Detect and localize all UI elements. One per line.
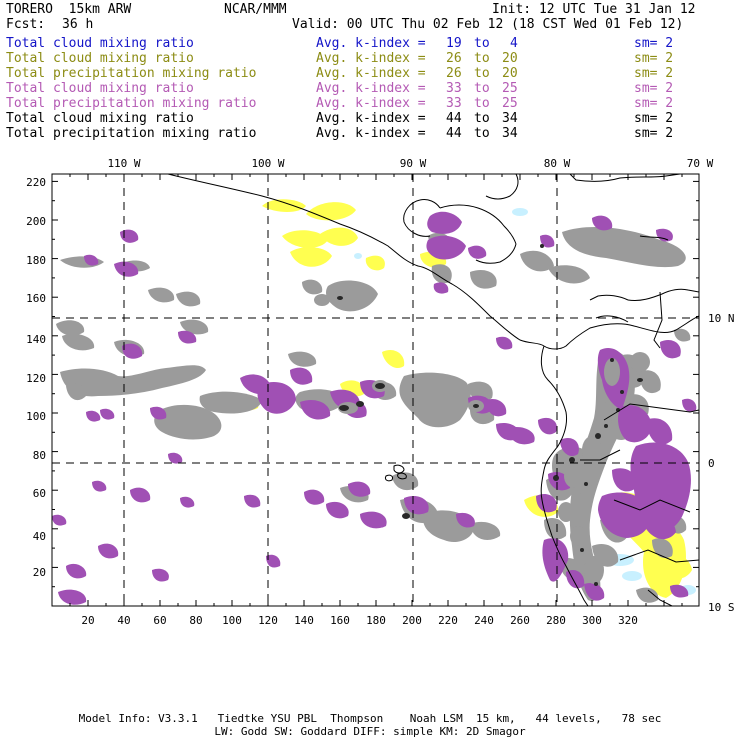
legend-from: 19 (446, 36, 462, 51)
legend-name: Total precipitation mixing ratio (6, 126, 257, 141)
y-tick-label: 20 (33, 566, 46, 579)
x-tick-labels: 20 40 60 80 100 120 140 160 180 200 220 … (81, 614, 638, 627)
longitude-labels: 110 W 100 W 90 W 80 W 70 W (107, 157, 713, 170)
model-info-line: Model Info: V3.3.1 Tiedtke YSU PBL Thomp… (78, 712, 662, 725)
x-tick-label: 200 (402, 614, 422, 627)
y-tick-label: 220 (26, 176, 46, 189)
legend-name: Total cloud mixing ratio (6, 36, 194, 51)
legend-name: Total precipitation mixing ratio (6, 96, 257, 111)
x-tick-label: 80 (189, 614, 202, 627)
lat-label: 10 S (708, 601, 735, 614)
y-tick-label: 200 (26, 215, 46, 228)
legend-to: 34 (502, 126, 518, 141)
lon-label: 90 W (400, 157, 427, 170)
legend-name: Total cloud mixing ratio (6, 51, 194, 66)
lat-label: 10 N (708, 312, 735, 325)
legend-to-word: to (474, 36, 490, 51)
legend-name: Total cloud mixing ratio (6, 111, 194, 126)
legend-index-label: Avg. k-index = (316, 51, 426, 66)
x-tick-label: 260 (510, 614, 530, 627)
lon-label: 70 W (687, 157, 714, 170)
y-tick-label: 160 (26, 292, 46, 305)
legend-to-word: to (474, 111, 490, 126)
y-tick-label: 60 (33, 487, 46, 500)
lon-label: 110 W (107, 157, 140, 170)
y-tick-label: 40 (33, 530, 46, 543)
x-tick-label: 280 (546, 614, 566, 627)
y-tick-label: 120 (26, 372, 46, 385)
lat-label: 0 (708, 457, 715, 470)
x-tick-label: 320 (618, 614, 638, 627)
legend-index-label: Avg. k-index = (316, 96, 426, 111)
x-tick-label: 100 (222, 614, 242, 627)
legend-index-label: Avg. k-index = (316, 126, 426, 141)
legend-index-label: Avg. k-index = (316, 81, 426, 96)
legend-to: 25 (502, 96, 518, 111)
legend-smoothing: sm= 2 (634, 81, 674, 96)
valid-time: Valid: 00 UTC Thu 02 Feb 12 (18 CST Wed … (292, 17, 684, 32)
legend-to: 20 (502, 66, 518, 81)
legend-index-label: Avg. k-index = (316, 111, 426, 126)
y-tick-label: 100 (26, 410, 46, 423)
legend-smoothing: sm= 2 (634, 96, 674, 111)
legend-smoothing: sm= 2 (634, 111, 674, 126)
legend-name: Total cloud mixing ratio (6, 81, 194, 96)
x-tick-label: 160 (330, 614, 350, 627)
legend-smoothing: sm= 2 (634, 126, 674, 141)
legend-to-word: to (474, 96, 490, 111)
legend-to-word: to (474, 126, 490, 141)
legend-smoothing: sm= 2 (634, 51, 674, 66)
x-tick-label: 240 (474, 614, 494, 627)
lon-label: 100 W (251, 157, 284, 170)
forecast-hours: 36 h (62, 17, 94, 32)
field-layer (52, 174, 699, 606)
legend-to: 25 (502, 81, 518, 96)
y-tick-label: 80 (33, 449, 46, 462)
x-tick-label: 20 (81, 614, 94, 627)
organization: NCAR/MMM (224, 2, 287, 17)
dark-core-areas (337, 244, 643, 586)
purple-precip-areas (52, 211, 697, 605)
latitude-labels: 10 N 0 10 S (708, 312, 735, 614)
y-tick-labels: 20 40 60 80 100 120 140 160 180 200 220 (26, 176, 46, 579)
x-tick-label: 180 (366, 614, 386, 627)
lat-lon-grid (52, 174, 699, 606)
init-time: Init: 12 UTC Tue 31 Jan 12 (492, 2, 696, 17)
forecast-label: Fcst: (6, 17, 46, 32)
lon-label: 80 W (544, 157, 571, 170)
x-tick-marks (69, 174, 683, 606)
legend-to: 34 (502, 111, 518, 126)
y-tick-marks (52, 180, 699, 588)
legend-to: 4 (510, 36, 518, 51)
legend-from: 33 (446, 96, 462, 111)
model-name: TORERO 15km ARW (6, 2, 132, 17)
legend-index-label: Avg. k-index = (316, 36, 426, 51)
legend-index-label: Avg. k-index = (316, 66, 426, 81)
legend-to-word: to (474, 66, 490, 81)
legend-to-word: to (474, 51, 490, 66)
legend-to-word: to (474, 81, 490, 96)
y-tick-label: 140 (26, 333, 46, 346)
coastlines (167, 174, 699, 606)
gray-core-areas (314, 294, 650, 584)
x-tick-label: 40 (117, 614, 130, 627)
legend-smoothing: sm= 2 (634, 66, 674, 81)
legend-from: 26 (446, 51, 462, 66)
legend-from: 26 (446, 66, 462, 81)
legend-to: 20 (502, 51, 518, 66)
legend-smoothing: sm= 2 (634, 36, 674, 51)
x-tick-label: 300 (582, 614, 602, 627)
x-tick-label: 120 (258, 614, 278, 627)
y-tick-label: 180 (26, 254, 46, 267)
legend-from: 44 (446, 111, 462, 126)
x-tick-label: 140 (294, 614, 314, 627)
legend-from: 33 (446, 81, 462, 96)
physics-info-line: LW: Godd SW: Goddard DIFF: simple KM: 2D… (214, 725, 526, 738)
x-tick-label: 60 (153, 614, 166, 627)
gray-cloud-areas (56, 226, 691, 603)
x-tick-label: 220 (438, 614, 458, 627)
legend-from: 44 (446, 126, 462, 141)
legend-name: Total precipitation mixing ratio (6, 66, 257, 81)
